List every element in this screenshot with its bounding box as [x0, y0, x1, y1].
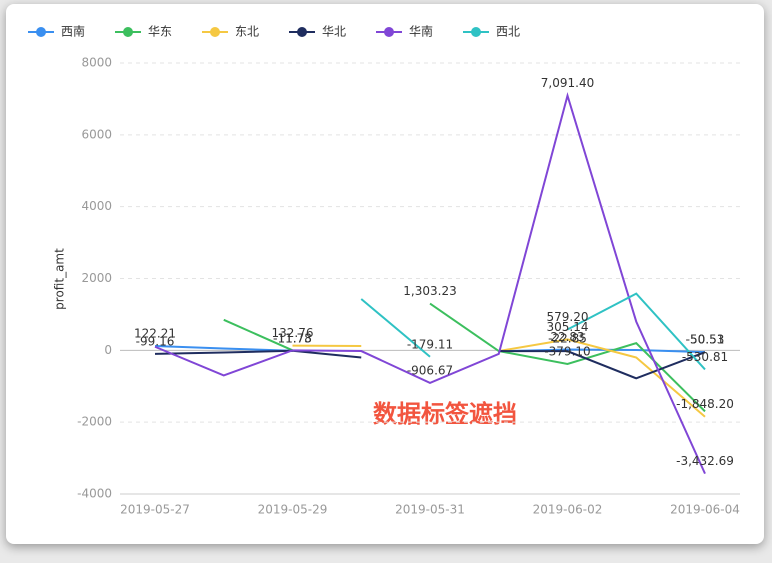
y-tick-label: 2000: [81, 271, 112, 285]
value-label: -11.73: [273, 331, 312, 345]
value-label: 7,091.40: [541, 76, 594, 90]
legend-item: 西北: [463, 25, 520, 39]
y-tick-label: -4000: [77, 487, 112, 501]
value-label: -530.81: [682, 350, 728, 364]
y-tick-label: -2000: [77, 415, 112, 429]
x-tick-label: 2019-06-04: [670, 503, 740, 517]
legend-dot: [36, 27, 46, 37]
value-label: -379.10: [544, 344, 590, 358]
value-label: 579.20: [547, 310, 589, 324]
value-label: -179.11: [407, 337, 453, 351]
y-tick-label: 4000: [81, 199, 112, 213]
legend-dot: [471, 27, 481, 37]
y-axis-label: profit_amt: [53, 248, 67, 310]
series-line: [223, 302, 706, 413]
legend-label: 华东: [148, 25, 172, 39]
legend-label: 华南: [409, 24, 433, 39]
y-tick-label: 0: [104, 343, 112, 357]
legend-item: 华东: [115, 25, 172, 39]
value-label: -99.16: [136, 334, 175, 348]
legend-label: 华北: [322, 25, 346, 39]
y-tick-label: 6000: [81, 127, 112, 141]
legend-dot: [384, 27, 394, 37]
value-label: -50.53: [686, 333, 725, 347]
x-tick-label: 2019-05-29: [258, 503, 328, 517]
x-tick-label: 2019-05-31: [395, 503, 465, 517]
value-label: -3,432.69: [676, 454, 734, 468]
series-line: [292, 338, 706, 418]
value-label: 1,303.23: [403, 284, 456, 298]
x-tick-label: 2019-05-27: [120, 503, 190, 517]
legend-item: 东北: [202, 25, 259, 39]
legend-dot: [297, 27, 307, 37]
series-line: [154, 91, 706, 475]
value-label: 22.83: [550, 330, 584, 344]
legend-label: 东北: [235, 25, 259, 39]
value-label: -50.51: [686, 333, 725, 347]
legend-dot: [123, 27, 133, 37]
value-label: 122.21: [134, 326, 176, 340]
legend-label: 西北: [496, 25, 520, 39]
annotation: 数据标签遮挡: [373, 400, 517, 428]
x-tick-label: 2019-06-02: [533, 503, 603, 517]
card: [6, 4, 764, 544]
legend-dot: [210, 27, 220, 37]
legend-item: 华北: [289, 25, 346, 39]
value-label: -22.85: [548, 332, 587, 346]
series-line: [360, 292, 706, 371]
value-label: -1,848.20: [676, 397, 734, 411]
y-tick-label: 8000: [81, 56, 112, 70]
legend-label: 西南: [61, 24, 85, 39]
value-label: 305.14: [547, 320, 589, 334]
value-label: -906.67: [407, 363, 453, 377]
value-label: -11.78: [273, 331, 312, 345]
legend-item: 华南: [376, 24, 433, 39]
legend-item: 西南: [28, 24, 85, 39]
value-label: 132.76: [272, 326, 314, 340]
series-line: [154, 349, 706, 380]
